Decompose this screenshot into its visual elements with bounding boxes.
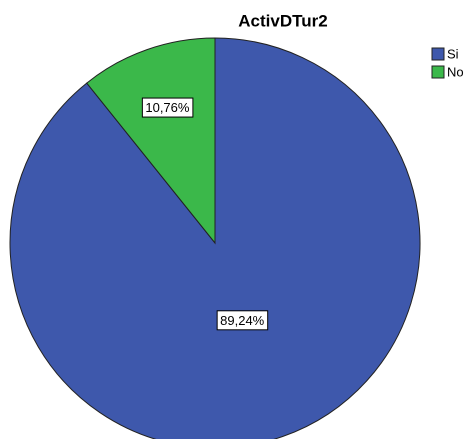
data-label-box — [141, 97, 194, 118]
data-label-box — [216, 310, 269, 331]
legend-swatch — [431, 65, 445, 79]
legend-label: Si — [447, 46, 459, 61]
chart-title: ActivDTur2 — [238, 11, 327, 30]
pie-slice — [86, 37, 216, 245]
data-label-text: 89,24% — [220, 313, 265, 328]
data-label: 10,76% — [141, 97, 194, 118]
legend-swatch — [431, 47, 445, 61]
data-label: 89,24% — [216, 310, 269, 331]
data-label-text: 10,76% — [145, 100, 190, 115]
legend-label: No — [447, 64, 464, 79]
